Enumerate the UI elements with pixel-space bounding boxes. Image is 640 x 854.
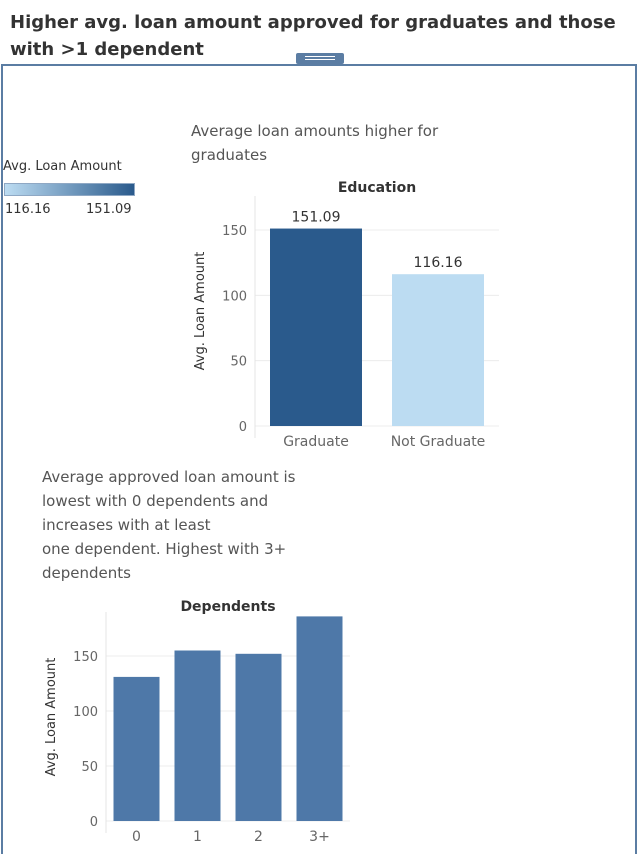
drag-handle[interactable] <box>296 53 344 64</box>
legend-min-label: 116.16 <box>5 202 51 217</box>
legend-max-label: 151.09 <box>86 202 132 217</box>
legend-title: Avg. Loan Amount <box>3 159 122 174</box>
legend-color-ramp <box>4 183 135 196</box>
dependents-caption: Average approved loan amount is lowest w… <box>42 468 296 582</box>
dashboard-frame <box>1 64 637 854</box>
education-caption: Average loan amounts higher for graduate… <box>191 122 439 164</box>
dashboard-title: Higher avg. loan amount approved for gra… <box>10 12 616 60</box>
